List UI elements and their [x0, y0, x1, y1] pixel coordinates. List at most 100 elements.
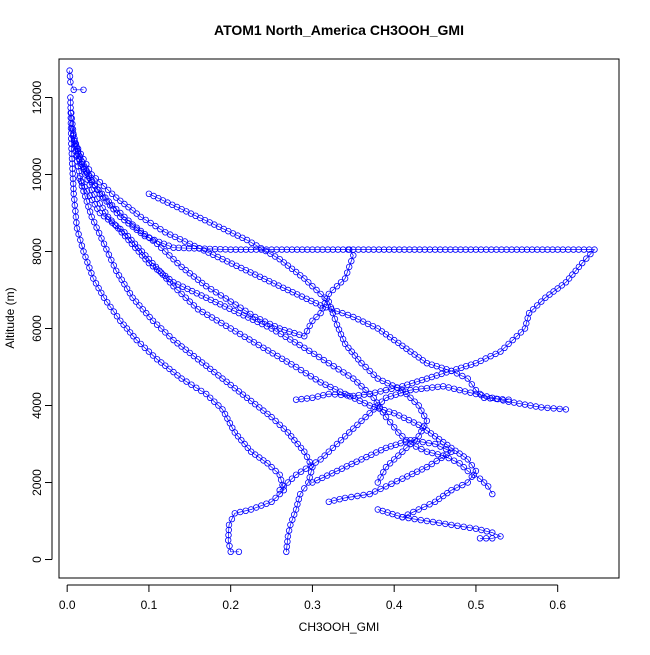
data-point [186, 349, 193, 357]
data-point [325, 360, 332, 367]
data-point [411, 515, 418, 523]
data-point [301, 275, 308, 282]
data-point [231, 510, 238, 517]
data-point [395, 429, 402, 436]
data-point [174, 286, 181, 294]
data-point [145, 348, 153, 355]
data-point [264, 347, 272, 354]
data-point [125, 217, 132, 224]
data-point [493, 246, 500, 253]
data-point [305, 279, 312, 286]
data-point [288, 475, 296, 482]
data-point [283, 246, 291, 253]
data-point [385, 246, 393, 253]
data-point [431, 440, 439, 448]
data-point [166, 279, 174, 286]
data-point [448, 521, 455, 529]
data-point [272, 467, 279, 475]
data-point [305, 479, 312, 486]
data-point [96, 209, 104, 217]
data-point [157, 225, 164, 233]
data-point [95, 186, 102, 194]
data-point [257, 244, 265, 252]
data-point [73, 225, 81, 232]
data-point [325, 290, 332, 298]
data-point [329, 444, 337, 452]
data-point [95, 229, 103, 237]
data-point [288, 246, 296, 253]
data-point [141, 344, 148, 351]
data-point [391, 424, 398, 431]
data-point [67, 94, 74, 101]
data-point [341, 340, 349, 348]
data-point [190, 302, 198, 309]
data-point [170, 368, 177, 376]
data-point [291, 339, 299, 346]
data-point [550, 405, 557, 412]
data-point [284, 538, 291, 545]
data-point [234, 433, 242, 440]
data-point [403, 390, 410, 398]
data-point [530, 306, 537, 313]
data-point [523, 246, 531, 253]
data-point [454, 522, 461, 529]
data-point [415, 433, 422, 440]
chart-title: ATOM1 North_America CH3OOH_GMI [214, 22, 464, 38]
data-point [103, 299, 111, 306]
data-point [489, 535, 496, 542]
data-point [472, 386, 480, 394]
data-point [447, 246, 454, 253]
data-point [108, 190, 116, 197]
data-point [346, 246, 353, 253]
data-point [464, 456, 471, 463]
data-point [313, 286, 320, 294]
data-point [69, 175, 77, 182]
data-point [301, 333, 308, 340]
data-point [329, 286, 337, 294]
data-point [431, 246, 439, 253]
data-point [550, 288, 557, 295]
data-point [112, 205, 120, 213]
data-point [425, 439, 433, 447]
data-point [106, 202, 114, 209]
data-point [202, 283, 210, 290]
data-point [280, 483, 287, 490]
data-point [227, 548, 234, 555]
data-point [346, 263, 353, 271]
data-point [317, 290, 324, 298]
data-point [544, 246, 551, 253]
data-point [411, 246, 418, 253]
data-point [579, 259, 586, 267]
data-point [137, 213, 144, 221]
data-point [370, 246, 377, 253]
data-point [133, 210, 140, 217]
data-point [232, 246, 239, 253]
data-point [324, 246, 331, 253]
data-point [377, 474, 384, 481]
data-point [303, 327, 311, 335]
data-point [476, 475, 484, 482]
data-point [288, 433, 295, 440]
data-point [129, 221, 136, 228]
data-point [371, 488, 379, 495]
data-point [391, 456, 398, 463]
data-point [292, 471, 300, 478]
data-point [437, 246, 444, 253]
data-point [121, 200, 128, 208]
data-point [556, 405, 563, 413]
data-point [77, 150, 84, 158]
data-point [468, 473, 475, 480]
data-point [350, 375, 357, 382]
data-point [141, 230, 148, 238]
data-point [105, 198, 112, 205]
data-point [460, 523, 467, 530]
data-point [489, 490, 496, 498]
data-point [287, 336, 294, 343]
data-point [166, 333, 173, 340]
data-point [339, 246, 347, 253]
data-point [194, 306, 202, 313]
data-point [345, 372, 352, 379]
data-point [366, 410, 373, 417]
data-point [554, 285, 561, 292]
data-point [117, 213, 124, 221]
